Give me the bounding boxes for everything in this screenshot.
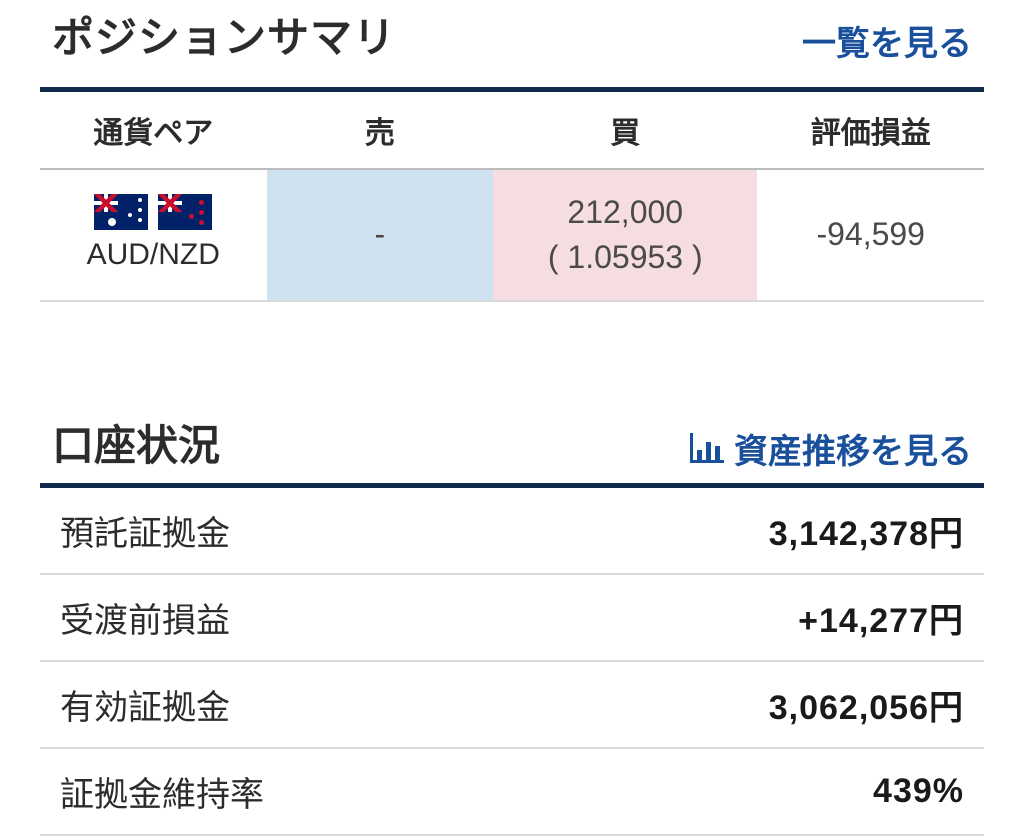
buy-rate: ( 1.05953 ) [501,235,749,280]
asset-history-label: 資産推移を見る [734,424,972,473]
col-pair: 通貨ペア [40,90,267,170]
table-row[interactable]: AUD/NZD - 212,000 ( 1.05953 ) -94,599 [40,169,984,301]
account-label: 受渡前損益 [40,574,521,661]
view-all-label: 一覧を見る [802,16,972,65]
col-sell: 売 [267,90,494,170]
account-row: 証拠金維持率 439% [40,748,984,835]
bar-chart-icon [690,433,724,463]
account-value: +14,277円 [521,574,984,661]
account-value: 3,062,056円 [521,661,984,748]
account-status-table: 預託証拠金 3,142,378円 受渡前損益 +14,277円 有効証拠金 3,… [40,483,984,836]
asset-history-link[interactable]: 資産推移を見る [690,424,972,473]
buy-qty: 212,000 [501,190,749,235]
pair-label: AUD/NZD [48,234,259,276]
account-label: 有効証拠金 [40,661,521,748]
position-summary-table: 通貨ペア 売 買 評価損益 AUD/NZD - 212,000 ( 1.059 [40,87,984,302]
flag-nzd-icon [158,194,212,230]
account-label: 預託証拠金 [40,485,521,574]
account-row: 有効証拠金 3,062,056円 [40,661,984,748]
account-row: 受渡前損益 +14,277円 [40,574,984,661]
view-all-link[interactable]: 一覧を見る [802,16,972,65]
account-value: 439% [521,748,984,835]
account-status-title: 口座状況 [52,412,220,473]
table-header-row: 通貨ペア 売 買 評価損益 [40,90,984,170]
col-buy: 買 [493,90,757,170]
account-row: 預託証拠金 3,142,378円 [40,485,984,574]
account-value: 3,142,378円 [521,485,984,574]
position-summary-title: ポジションサマリ [52,4,396,65]
buy-cell: 212,000 ( 1.05953 ) [493,169,757,301]
pair-cell: AUD/NZD [40,169,267,301]
col-pl: 評価損益 [757,90,984,170]
sell-cell: - [267,169,494,301]
pl-cell: -94,599 [757,169,984,301]
account-label: 証拠金維持率 [40,748,521,835]
flag-aud-icon [94,194,148,230]
